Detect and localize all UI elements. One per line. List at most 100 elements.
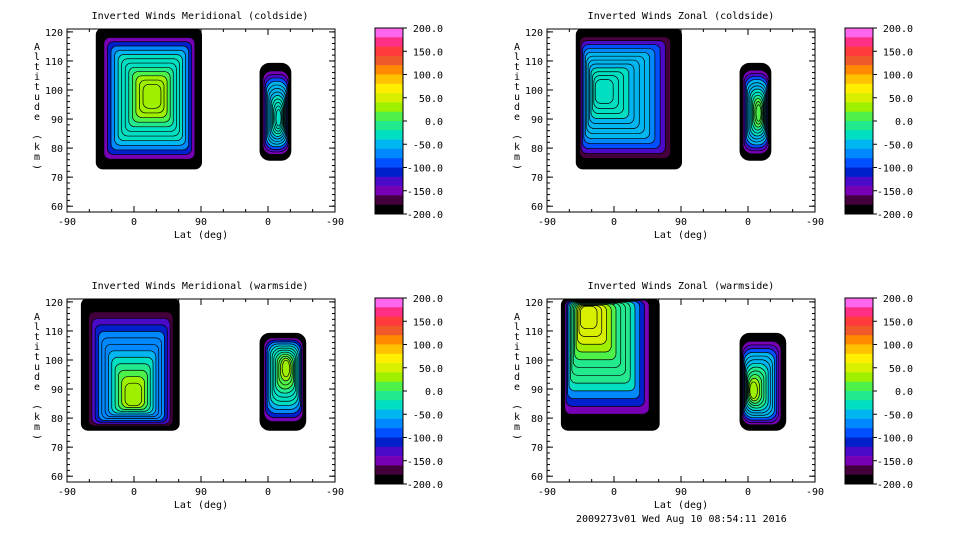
y-tick-label: 120: [525, 28, 543, 39]
colorbar-tick-label: -50.0: [413, 140, 443, 151]
contour-level: [281, 359, 291, 378]
colorbar-band: [375, 474, 403, 485]
colorbar-band: [845, 167, 873, 178]
svg-text:u: u: [34, 92, 40, 103]
y-tick-label: 100: [45, 356, 63, 367]
y-tick-label: 90: [51, 385, 63, 396]
chart-panel-3: Inverted Winds Meridional (warmside) -90 0…: [31, 281, 443, 511]
x-tick-label: 0: [611, 217, 617, 228]
svg-text:d: d: [514, 372, 520, 383]
colorbar-tick-label: 150.0: [883, 317, 913, 328]
colorbar-band: [375, 65, 403, 75]
colorbar-band: [375, 158, 403, 168]
colorbar-band: [375, 111, 403, 122]
x-tick-label: -90: [58, 217, 76, 228]
colorbar-band: [845, 335, 873, 345]
y-tick-label: 90: [51, 115, 63, 126]
x-tick-label: 0: [265, 217, 271, 228]
colorbar-tick-label: 100.0: [883, 71, 913, 82]
svg-text:(: (: [31, 404, 42, 410]
contour-level: [755, 104, 762, 122]
svg-text:l: l: [34, 52, 40, 63]
x-tick-label: -90: [806, 487, 824, 498]
colorbar-band: [845, 176, 873, 187]
x-tick-label: 0: [131, 217, 137, 228]
chart-panel-2: Inverted Winds Zonal (coldside) -90 0 90 0 -9…: [511, 11, 913, 241]
x-axis-label: Lat (deg): [654, 230, 708, 241]
colorbar-band: [845, 102, 873, 112]
colorbar-band: [375, 139, 403, 150]
colorbar-band: [375, 167, 403, 178]
y-tick-label: 100: [525, 86, 543, 97]
colorbar-band: [375, 195, 403, 205]
x-axis-label: Lat (deg): [174, 500, 228, 511]
svg-text:i: i: [34, 72, 40, 83]
svg-text:): ): [511, 434, 522, 440]
svg-text:(: (: [31, 134, 42, 140]
colorbar-band: [375, 465, 403, 475]
y-tick-label: 120: [45, 298, 63, 309]
contour-level: [580, 305, 598, 330]
svg-text:l: l: [514, 322, 520, 333]
colorbar-band: [845, 148, 873, 159]
colorbar-band: [845, 400, 873, 410]
colorbar-tick-label: 150.0: [413, 47, 443, 58]
footer-timestamp: 2009273v01 Wed Aug 10 08:54:11 2016: [576, 514, 787, 525]
colorbar-band: [375, 437, 403, 448]
y-tick-label: 110: [45, 327, 63, 338]
chart-title-4: Inverted Winds Zonal (warmside): [588, 281, 775, 292]
x-tick-label: -90: [538, 487, 556, 498]
colorbar-band: [845, 195, 873, 205]
colorbar-band: [845, 409, 873, 420]
x-tick-label: 0: [745, 217, 751, 228]
colorbar-tick-label: 50.0: [419, 94, 443, 105]
colorbar-band: [845, 186, 873, 196]
chart-title-1: Inverted Winds Meridional (coldside): [92, 11, 309, 22]
wind-region-descending: [739, 332, 787, 431]
y-tick-label: 60: [51, 202, 63, 213]
colorbar-band: [845, 28, 873, 38]
colorbar-band: [845, 130, 873, 140]
svg-text:e: e: [514, 382, 520, 393]
svg-text:u: u: [514, 92, 520, 103]
contour-field-4: [560, 299, 787, 431]
y-tick-label: 80: [51, 144, 63, 155]
x-tick-label: -90: [58, 487, 76, 498]
svg-text:t: t: [514, 82, 520, 93]
colorbar-band: [845, 111, 873, 122]
colorbar-band: [845, 316, 873, 327]
colorbar-band: [845, 418, 873, 429]
colorbar-band: [375, 428, 403, 438]
x-tick-label: 0: [131, 487, 137, 498]
colorbar-tick-label: -50.0: [883, 140, 913, 151]
colorbar-tick-label: 200.0: [883, 24, 913, 35]
colorbar-band: [375, 325, 403, 336]
colorbar-tick-label: 150.0: [413, 317, 443, 328]
y-tick-label: 60: [531, 472, 543, 483]
colorbar-band: [845, 298, 873, 308]
svg-text:i: i: [34, 342, 40, 353]
colorbar-tick-label: -200.0: [407, 210, 443, 221]
colorbar-band: [845, 93, 873, 103]
wind-region-ascending: [575, 29, 682, 170]
colorbar-tick-label: -200.0: [877, 480, 913, 491]
colorbar-band: [375, 93, 403, 103]
colorbar-band: [375, 37, 403, 47]
svg-text:t: t: [34, 62, 40, 73]
colorbar-band: [845, 456, 873, 466]
colorbar-tick-label: -50.0: [883, 410, 913, 421]
colorbar-tick-label: 0.0: [425, 387, 443, 398]
svg-text:A: A: [514, 312, 520, 323]
y-tick-label: 90: [531, 385, 543, 396]
svg-text:t: t: [34, 332, 40, 343]
colorbar-band: [375, 130, 403, 140]
x-tick-label: -90: [326, 217, 344, 228]
svg-text:k: k: [34, 412, 40, 423]
colorbar-tick-label: 100.0: [413, 71, 443, 82]
svg-text:d: d: [34, 102, 40, 113]
colorbar-tick-label: -100.0: [877, 434, 913, 445]
svg-text:k: k: [514, 412, 520, 423]
colorbar-band: [845, 65, 873, 75]
contour-field-1: [95, 29, 292, 170]
